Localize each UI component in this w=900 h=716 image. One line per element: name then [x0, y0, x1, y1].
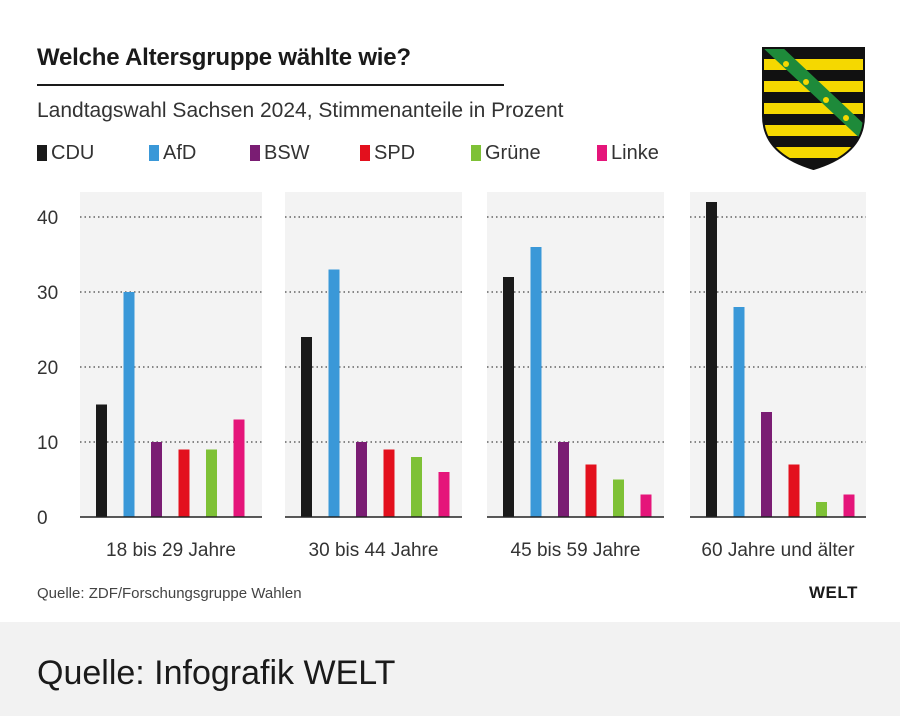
panel-background: [487, 192, 664, 517]
category-label: 60 Jahre und älter: [701, 540, 855, 561]
legend-label: BSW: [264, 142, 310, 164]
legend-swatch: [597, 145, 607, 161]
y-tick-label: 0: [37, 508, 48, 529]
legend-item-bsw: BSW: [250, 142, 310, 165]
bar-grüne: [816, 502, 827, 517]
bar-spd: [383, 449, 395, 517]
panel-background: [690, 192, 866, 517]
bar-spd: [178, 449, 190, 517]
bar-bsw: [761, 412, 772, 517]
bar-cdu: [706, 202, 717, 517]
legend-swatch: [360, 145, 370, 161]
bar-linke: [843, 494, 855, 517]
y-tick-label: 10: [37, 433, 58, 454]
bar-grüne: [411, 457, 422, 517]
y-tick-label: 20: [37, 358, 58, 379]
panel-background: [285, 192, 462, 517]
welt-logo: WELT: [809, 583, 858, 602]
bar-bsw: [356, 442, 367, 517]
caption-bar: [0, 622, 900, 716]
bar-cdu: [96, 404, 107, 517]
legend-label: Grüne: [485, 142, 541, 164]
legend-swatch: [471, 145, 481, 161]
legend-item-cdu: CDU: [37, 142, 94, 165]
bar-spd: [585, 464, 597, 517]
bar-linke: [233, 419, 245, 517]
title-underline: [37, 84, 504, 86]
bar-afd: [328, 269, 340, 517]
bar-linke: [640, 494, 652, 517]
legend-swatch: [250, 145, 260, 161]
caption-text: Quelle: Infografik WELT: [37, 654, 396, 692]
infographic-card: Welche Altersgruppe wählte wie? Landtags…: [37, 44, 866, 602]
saxony-coat-of-arms-icon: [762, 47, 865, 171]
bar-linke: [438, 472, 450, 517]
y-tick-label: 40: [37, 208, 58, 229]
panel-background: [80, 192, 262, 517]
bar-grüne: [613, 479, 624, 517]
legend-item-linke: Linke: [597, 142, 659, 165]
legend-swatch: [149, 145, 159, 161]
bar-cdu: [301, 337, 312, 517]
legend-swatch: [37, 145, 47, 161]
chart-title: Welche Altersgruppe wählte wie?: [37, 44, 411, 71]
bar-afd: [530, 247, 542, 517]
bar-bsw: [151, 442, 162, 517]
legend-label: AfD: [163, 142, 197, 164]
category-label: 45 bis 59 Jahre: [511, 540, 641, 561]
legend-item-spd: SPD: [360, 142, 415, 165]
chart-legend: CDU AfD BSW SPD Grüne Linke: [37, 142, 687, 166]
bar-afd: [123, 292, 135, 517]
bar-grüne: [206, 449, 217, 517]
legend-label: SPD: [374, 142, 416, 164]
y-tick-label: 30: [37, 283, 58, 304]
legend-item-afd: AfD: [149, 142, 196, 165]
category-label: 18 bis 29 Jahre: [106, 540, 236, 561]
chart-subtitle: Landtagswahl Sachsen 2024, Stimmenanteil…: [37, 99, 564, 122]
source-note: Quelle: ZDF/Forschungsgruppe Wahlen: [37, 585, 302, 602]
bar-spd: [788, 464, 800, 517]
legend-item-grüne: Grüne: [471, 142, 541, 165]
legend-label: CDU: [51, 142, 95, 164]
bar-chart: 0 10 20 30 40 18 bis 29 Jahre 30 bis 44 Jahre 4…: [37, 192, 866, 561]
bar-cdu: [503, 277, 514, 517]
bar-bsw: [558, 442, 569, 517]
category-label: 30 bis 44 Jahre: [309, 540, 439, 561]
bar-afd: [733, 307, 745, 517]
legend-label: Linke: [611, 142, 659, 164]
